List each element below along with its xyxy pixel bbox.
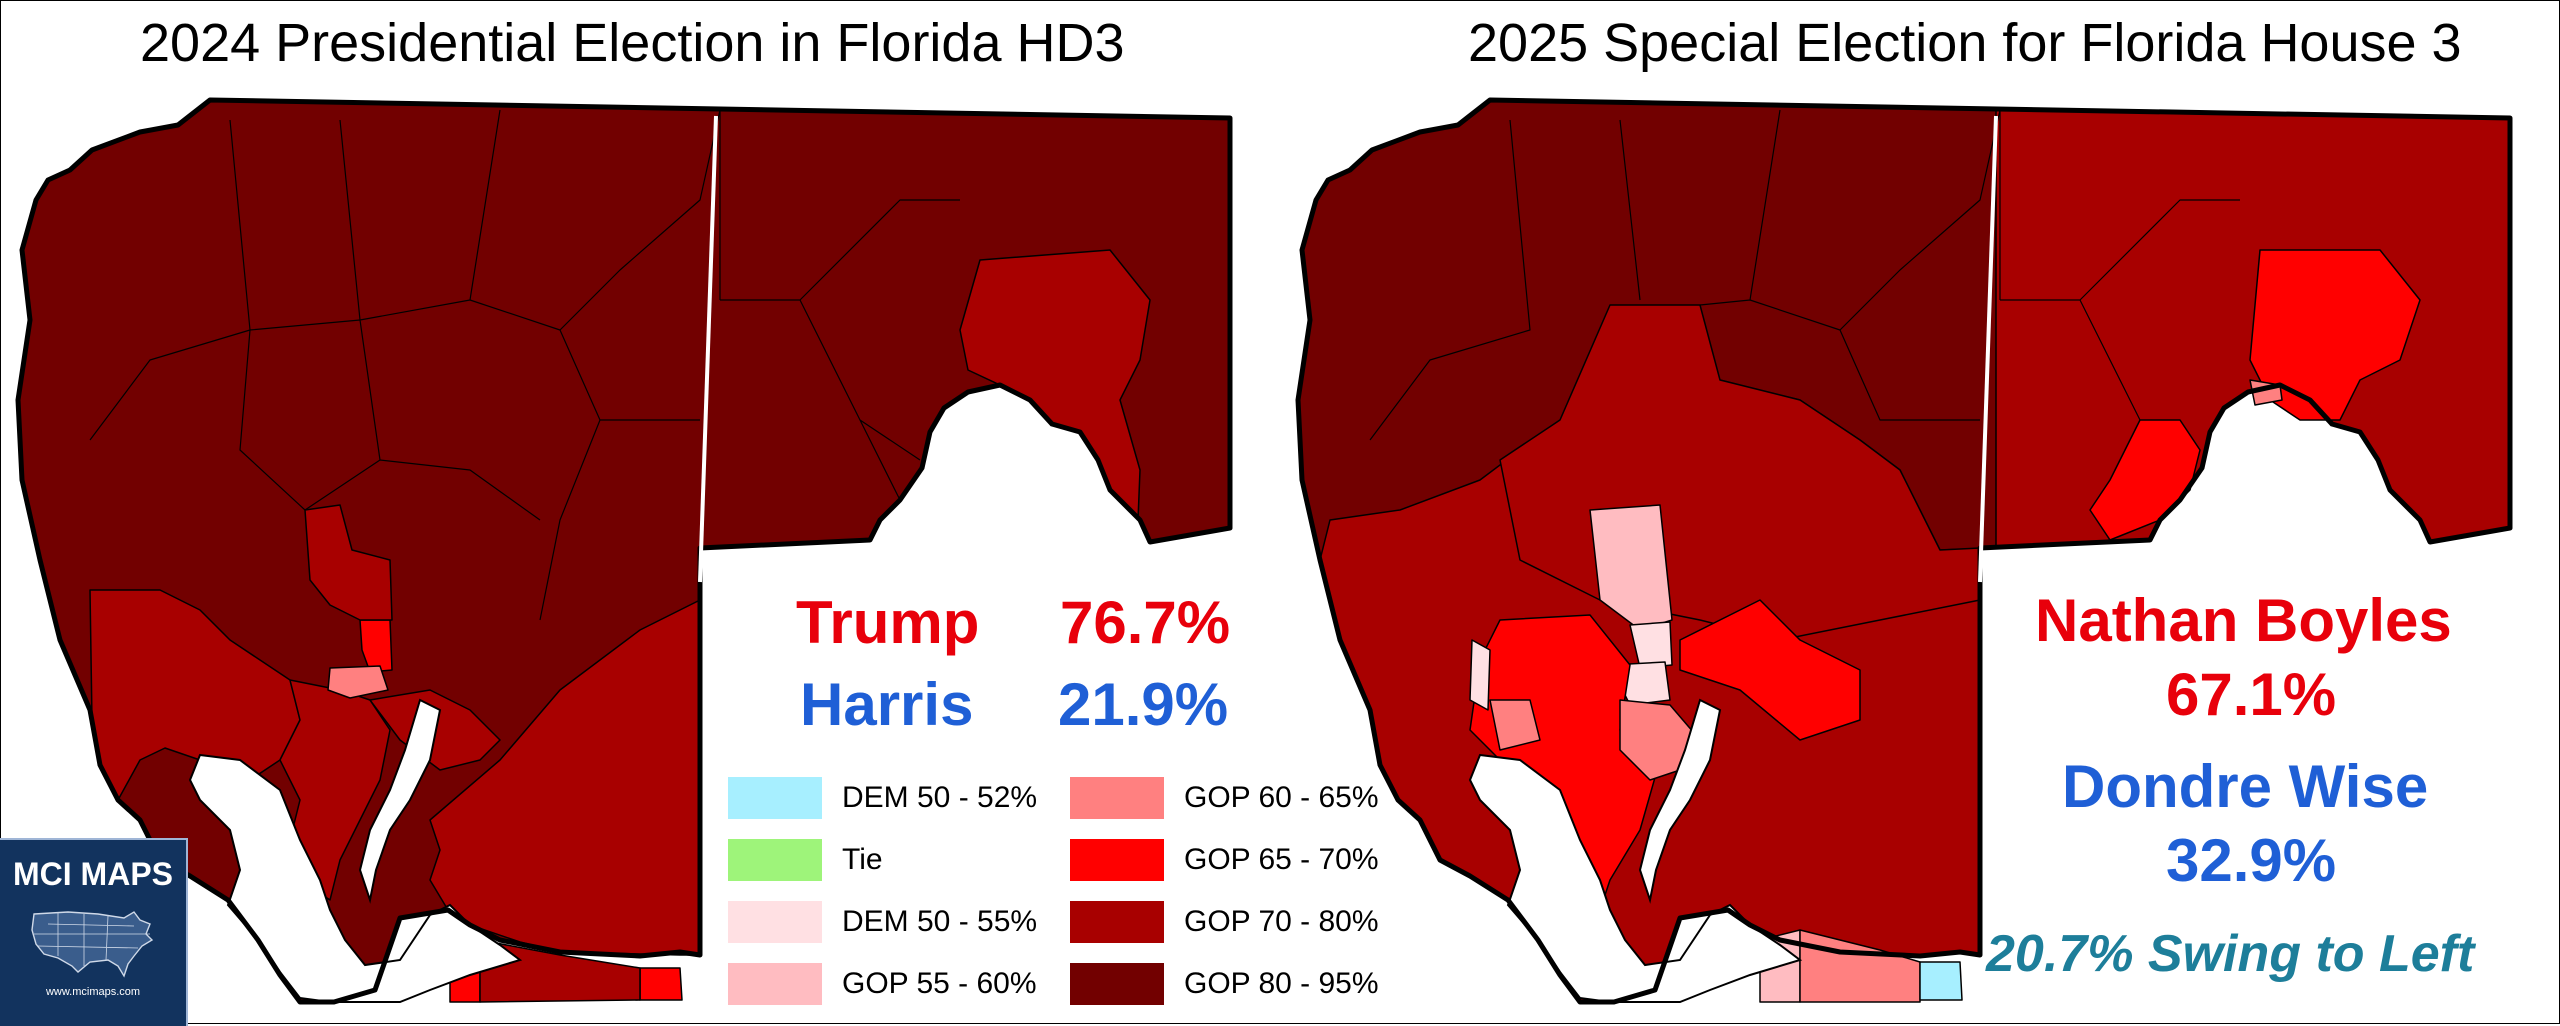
left-map-title: 2024 Presidential Election in Florida HD… (140, 13, 1125, 73)
right-red-east-precinct (1679, 599, 1861, 741)
left-river-inlet (358, 698, 442, 904)
left-bottom-strip-precinct (479, 939, 641, 1003)
legend-label: DEM 50 - 52% (842, 781, 1038, 814)
swing-note: 20.7% Swing to Left (1986, 925, 2475, 983)
legend-swatch (1070, 839, 1164, 881)
legend-label: GOP 60 - 65% (1184, 781, 1379, 814)
legend: DEM 50 - 52% Tie DEM 50 - 55% GOP 55 - 6… (728, 776, 1408, 1022)
usa-map-icon (31, 911, 154, 978)
right-bottom-blue-precinct (1919, 961, 1963, 1001)
mci-maps-logo: MCI MAPS www.mcimaps.com (0, 838, 188, 1026)
legend-item: GOP 60 - 65% (1070, 776, 1379, 820)
right-bay-water (1468, 753, 1803, 1003)
logo-text: MCI MAPS (13, 856, 173, 892)
right-dem-candidate: Dondre Wise (2062, 753, 2429, 820)
left-bay-water (188, 753, 523, 1003)
left-gop-pct: 76.7% (1060, 589, 1231, 656)
right-west-salmon-precinct (1489, 699, 1541, 751)
legend-swatch (1070, 777, 1164, 819)
left-center-pink-precinct (327, 665, 389, 699)
logo-url: www.mcimaps.com (45, 986, 141, 998)
legend-swatch (728, 963, 822, 1005)
left-center-tall-precinct (304, 504, 393, 621)
legend-item: Tie (728, 838, 883, 882)
legend-label: GOP 65 - 70% (1184, 843, 1379, 876)
right-pink-small-precinct (1629, 621, 1673, 669)
legend-label: GOP 55 - 60% (842, 967, 1037, 1000)
legend-item: GOP 65 - 70% (1070, 838, 1379, 882)
right-gop-pct: 67.1% (2166, 661, 2337, 728)
legend-item: DEM 50 - 55% (728, 900, 1037, 944)
legend-label: GOP 70 - 80% (1184, 905, 1379, 938)
legend-item: GOP 70 - 80% (1070, 900, 1379, 944)
left-dem-pct: 21.9% (1058, 671, 1229, 738)
right-dem-pct: 32.9% (2166, 827, 2337, 894)
legend-swatch (728, 901, 822, 943)
legend-label: GOP 80 - 95% (1184, 967, 1379, 1000)
legend-swatch (1070, 963, 1164, 1005)
legend-item: GOP 55 - 60% (728, 962, 1037, 1006)
left-gop-candidate: Trump (796, 589, 980, 656)
right-west-pink-precinct (1469, 639, 1491, 711)
legend-swatch (728, 839, 822, 881)
legend-label: DEM 50 - 55% (842, 905, 1038, 938)
legend-label: Tie (842, 843, 883, 876)
legend-swatch (728, 777, 822, 819)
right-gop-candidate: Nathan Boyles (2035, 587, 2452, 654)
left-dem-candidate: Harris (800, 671, 974, 738)
right-east-cluster-precinct (2249, 249, 2421, 421)
legend-swatch (1070, 901, 1164, 943)
legend-item: DEM 50 - 52% (728, 776, 1037, 820)
right-river-inlet (1638, 698, 1722, 904)
right-county-line (1978, 115, 1998, 583)
legend-item: GOP 80 - 95% (1070, 962, 1379, 1006)
right-map-title: 2025 Special Election for Florida House … (1468, 13, 2462, 73)
left-county-line (698, 115, 718, 583)
